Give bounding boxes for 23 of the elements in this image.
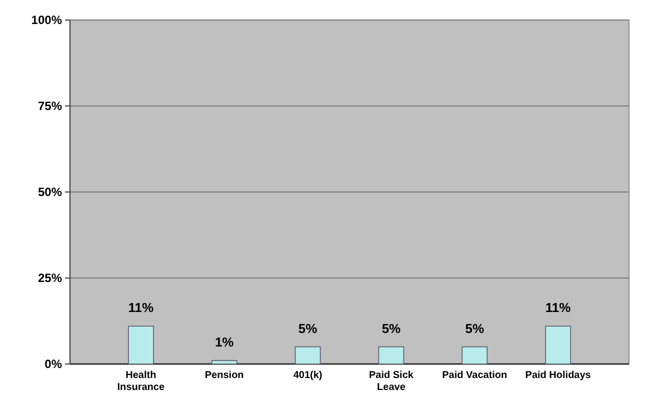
data-label: 5%: [465, 320, 484, 336]
y-tick-label: 50%: [38, 185, 62, 200]
y-tick-label: 75%: [38, 99, 62, 114]
x-tick-label: Paid Sick Leave: [368, 370, 414, 393]
bar: [462, 346, 488, 364]
data-label: 11%: [128, 300, 154, 316]
x-tick-label: 401(k): [293, 370, 322, 381]
x-tick-label: Health Insurance: [117, 370, 165, 393]
bar: [128, 326, 154, 364]
y-tick-label: 100%: [31, 13, 62, 28]
x-tick-label: Paid Holidays: [525, 370, 592, 381]
bar: [211, 360, 238, 364]
y-tick-label: 25%: [38, 271, 62, 286]
data-label: 5%: [298, 320, 318, 336]
bar: [378, 346, 404, 364]
x-tick-label: Pension: [204, 370, 244, 381]
data-label: 1%: [214, 334, 234, 350]
bar: [294, 346, 321, 364]
y-tick-label: 0%: [44, 357, 62, 372]
data-label: 11%: [545, 300, 572, 316]
x-tick-label: Paid Vacation: [442, 370, 508, 381]
data-label: 5%: [382, 320, 402, 336]
bar: [545, 326, 571, 364]
